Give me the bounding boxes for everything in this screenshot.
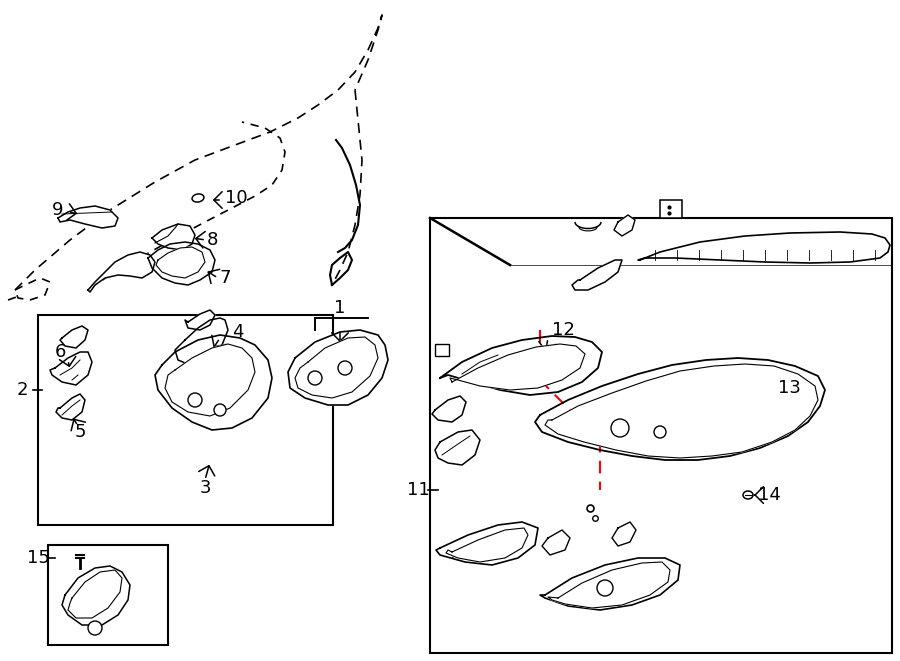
Polygon shape (56, 394, 85, 420)
Polygon shape (545, 364, 818, 458)
Text: 5: 5 (74, 423, 86, 441)
Polygon shape (60, 326, 88, 348)
Text: 6: 6 (54, 343, 66, 361)
Bar (48, 545, 168, 645)
Text: 15: 15 (27, 549, 50, 567)
Circle shape (188, 393, 202, 407)
Polygon shape (148, 242, 215, 285)
Ellipse shape (743, 491, 753, 499)
Polygon shape (635, 394, 660, 418)
Text: 11: 11 (407, 481, 429, 499)
Polygon shape (435, 430, 480, 465)
Polygon shape (175, 318, 228, 365)
Circle shape (654, 426, 666, 438)
Polygon shape (58, 206, 118, 228)
Text: 8: 8 (206, 231, 218, 249)
Circle shape (338, 361, 352, 375)
Polygon shape (432, 396, 466, 422)
Circle shape (611, 419, 629, 437)
Polygon shape (155, 335, 272, 430)
Polygon shape (572, 260, 622, 290)
Polygon shape (450, 344, 585, 390)
Polygon shape (436, 522, 538, 565)
Polygon shape (446, 528, 528, 562)
Circle shape (214, 404, 226, 416)
Polygon shape (62, 566, 130, 625)
FancyBboxPatch shape (435, 344, 449, 356)
Polygon shape (88, 252, 155, 292)
Polygon shape (638, 232, 890, 263)
Bar (660, 200, 682, 218)
Circle shape (308, 371, 322, 385)
Polygon shape (152, 224, 195, 250)
Polygon shape (535, 358, 825, 460)
Text: 10: 10 (225, 189, 248, 207)
Circle shape (597, 580, 613, 596)
Polygon shape (156, 247, 205, 278)
Text: 12: 12 (552, 321, 575, 339)
Text: 13: 13 (778, 379, 801, 397)
Text: 7: 7 (220, 269, 230, 287)
Bar (430, 218, 892, 653)
Polygon shape (68, 570, 122, 618)
Circle shape (88, 621, 102, 635)
Text: 1: 1 (334, 299, 346, 317)
Polygon shape (548, 562, 670, 608)
Text: 2: 2 (16, 381, 28, 399)
Polygon shape (288, 330, 388, 405)
Text: 4: 4 (232, 323, 244, 341)
Polygon shape (50, 352, 92, 385)
Bar (38, 315, 333, 525)
Polygon shape (295, 337, 378, 398)
Text: 3: 3 (199, 479, 211, 497)
Polygon shape (612, 522, 636, 546)
Polygon shape (165, 344, 255, 416)
Polygon shape (542, 530, 570, 555)
Text: 9: 9 (52, 201, 64, 219)
Polygon shape (440, 336, 602, 395)
Polygon shape (540, 558, 680, 610)
Polygon shape (614, 215, 635, 236)
Polygon shape (185, 310, 215, 330)
Text: 14: 14 (758, 486, 781, 504)
